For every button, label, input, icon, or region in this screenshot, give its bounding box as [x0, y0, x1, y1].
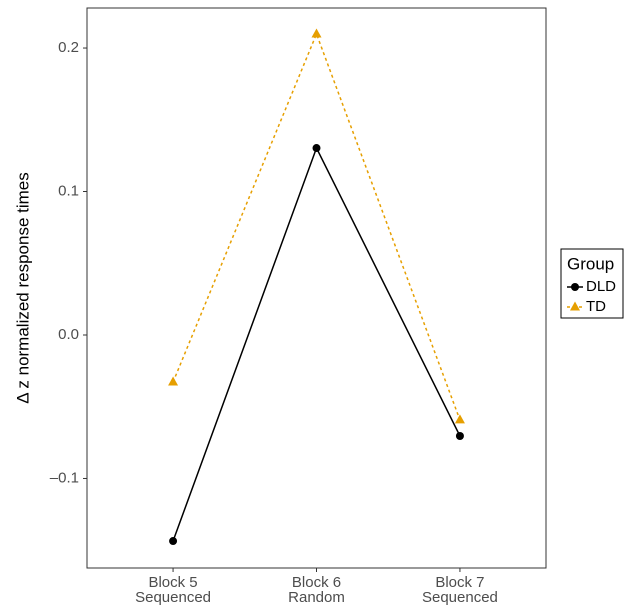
point [570, 301, 580, 311]
point [169, 537, 178, 546]
y-tick-label: 0.1 [58, 182, 79, 199]
point [455, 431, 464, 440]
y-tick-label: –0.1 [50, 469, 79, 486]
y-tick-label: 0.2 [58, 39, 79, 56]
legend-label: DLD [586, 278, 616, 295]
y-tick-label: 0.0 [58, 326, 79, 343]
legend-label: TD [586, 298, 606, 315]
x-tick-label: Random [288, 589, 345, 606]
point [454, 414, 465, 424]
y-axis-title: Δ z normalized response times [13, 172, 32, 404]
point [168, 376, 179, 386]
x-tick-label: Block 5 [148, 574, 197, 591]
series-line [172, 146, 461, 542]
point [312, 144, 321, 153]
x-tick-label: Block 7 [435, 574, 484, 591]
legend-box [560, 248, 624, 319]
series-line [172, 31, 461, 421]
point [311, 28, 322, 38]
x-tick-label: Sequenced [135, 589, 211, 606]
x-tick-label: Sequenced [422, 589, 498, 606]
x-tick-label: Block 6 [292, 574, 341, 591]
panel-border [86, 7, 547, 569]
point [571, 283, 579, 291]
legend-title: Group [567, 254, 614, 273]
